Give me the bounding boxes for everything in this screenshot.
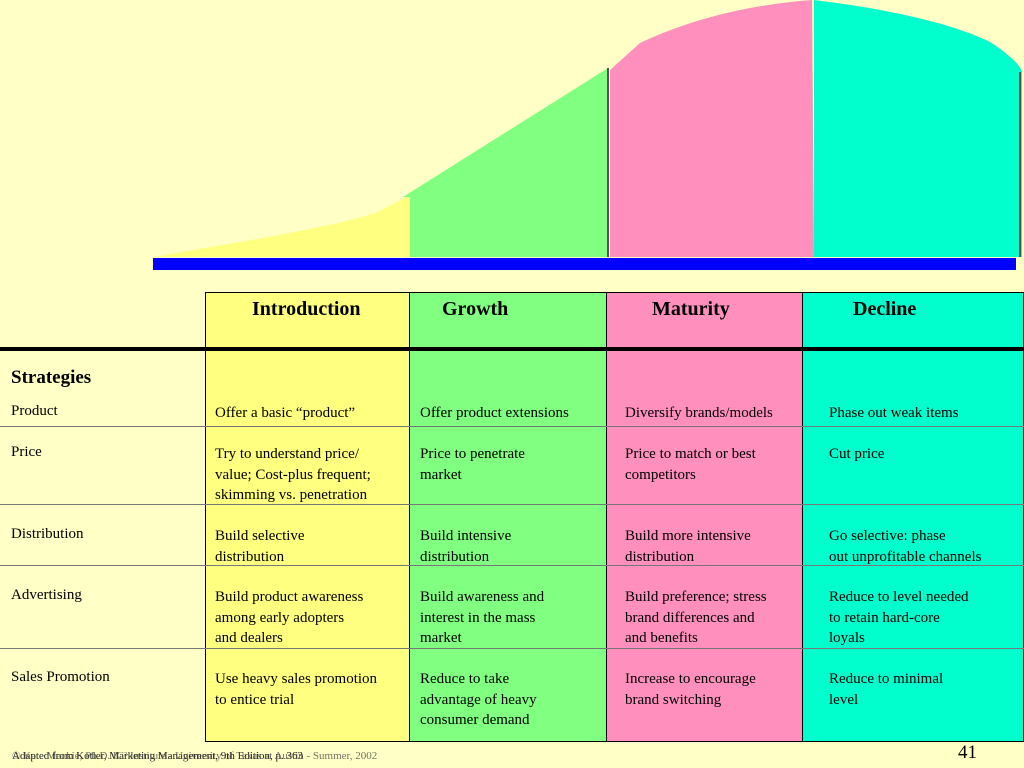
row-label-advertising: Advertising bbox=[11, 587, 82, 603]
page-number: 41 bbox=[958, 742, 977, 763]
row-divider bbox=[0, 648, 1024, 649]
decline-area bbox=[814, 0, 1022, 257]
table-cell: Use heavy sales promotion to entice tria… bbox=[215, 671, 378, 708]
table-cell: Diversify brands/models bbox=[625, 405, 773, 421]
row-divider bbox=[0, 565, 1024, 566]
table-cell: Offer a basic “product” bbox=[215, 405, 356, 421]
table-cell: Increase to encourage brand switching bbox=[625, 671, 756, 708]
table-cell: Build product awareness among early adop… bbox=[215, 589, 364, 646]
stage-header: Growth bbox=[442, 298, 509, 320]
maturity-area bbox=[610, 0, 814, 257]
table-cell: Phase out weak items bbox=[829, 405, 959, 421]
table-cell: Build awareness and interest in the mass… bbox=[420, 589, 545, 646]
row-divider bbox=[0, 504, 1024, 505]
table-cell: Reduce to take advantage of heavy consum… bbox=[420, 671, 537, 728]
strategies-heading: Strategies bbox=[11, 367, 92, 388]
header-divider bbox=[0, 347, 1024, 351]
row-label-product: Product bbox=[11, 403, 58, 419]
column-introduction bbox=[205, 292, 410, 742]
table-cell: Reduce to minimal level bbox=[829, 671, 944, 708]
table-cell: Go selective: phase out unprofitable cha… bbox=[829, 528, 982, 565]
table-cell: Build selective distribution bbox=[215, 528, 305, 565]
footer-source: Adapted from Kotler, Marketing Managemen… bbox=[12, 750, 303, 762]
footer-copyright: © Kate Mackie, Ph.D. IC² Institute - Uni… bbox=[12, 750, 378, 762]
table-cell: Price to penetrate market bbox=[420, 446, 525, 483]
introduction-area bbox=[153, 195, 410, 257]
table-cell: Try to understand price/ value; Cost-plu… bbox=[215, 446, 371, 503]
column-maturity bbox=[606, 292, 803, 742]
column-decline bbox=[802, 292, 1024, 742]
table-cell: Offer product extensions bbox=[420, 405, 569, 421]
table-cell: Price to match or best competitors bbox=[625, 446, 756, 483]
table-cell: Build more intensive distribution bbox=[625, 528, 751, 565]
table-cell: Build intensive distribution bbox=[420, 528, 512, 565]
row-label-price: Price bbox=[11, 444, 42, 460]
stage-header: Decline bbox=[853, 298, 917, 320]
row-divider bbox=[0, 426, 1024, 427]
time-axis-bar bbox=[153, 258, 1016, 270]
growth-area bbox=[403, 68, 608, 257]
stage-header: Introduction bbox=[252, 298, 361, 320]
row-label-sales-promotion: Sales Promotion bbox=[11, 669, 110, 685]
stage-header: Maturity bbox=[652, 298, 730, 320]
table-cell: Cut price bbox=[829, 446, 885, 462]
column-growth bbox=[409, 292, 607, 742]
row-label-distribution: Distribution bbox=[11, 526, 84, 542]
life-cycle-curve bbox=[153, 0, 1022, 257]
table-cell: Build preference; stress brand differenc… bbox=[625, 589, 767, 646]
table-cell: Reduce to level needed to retain hard-co… bbox=[829, 589, 969, 646]
